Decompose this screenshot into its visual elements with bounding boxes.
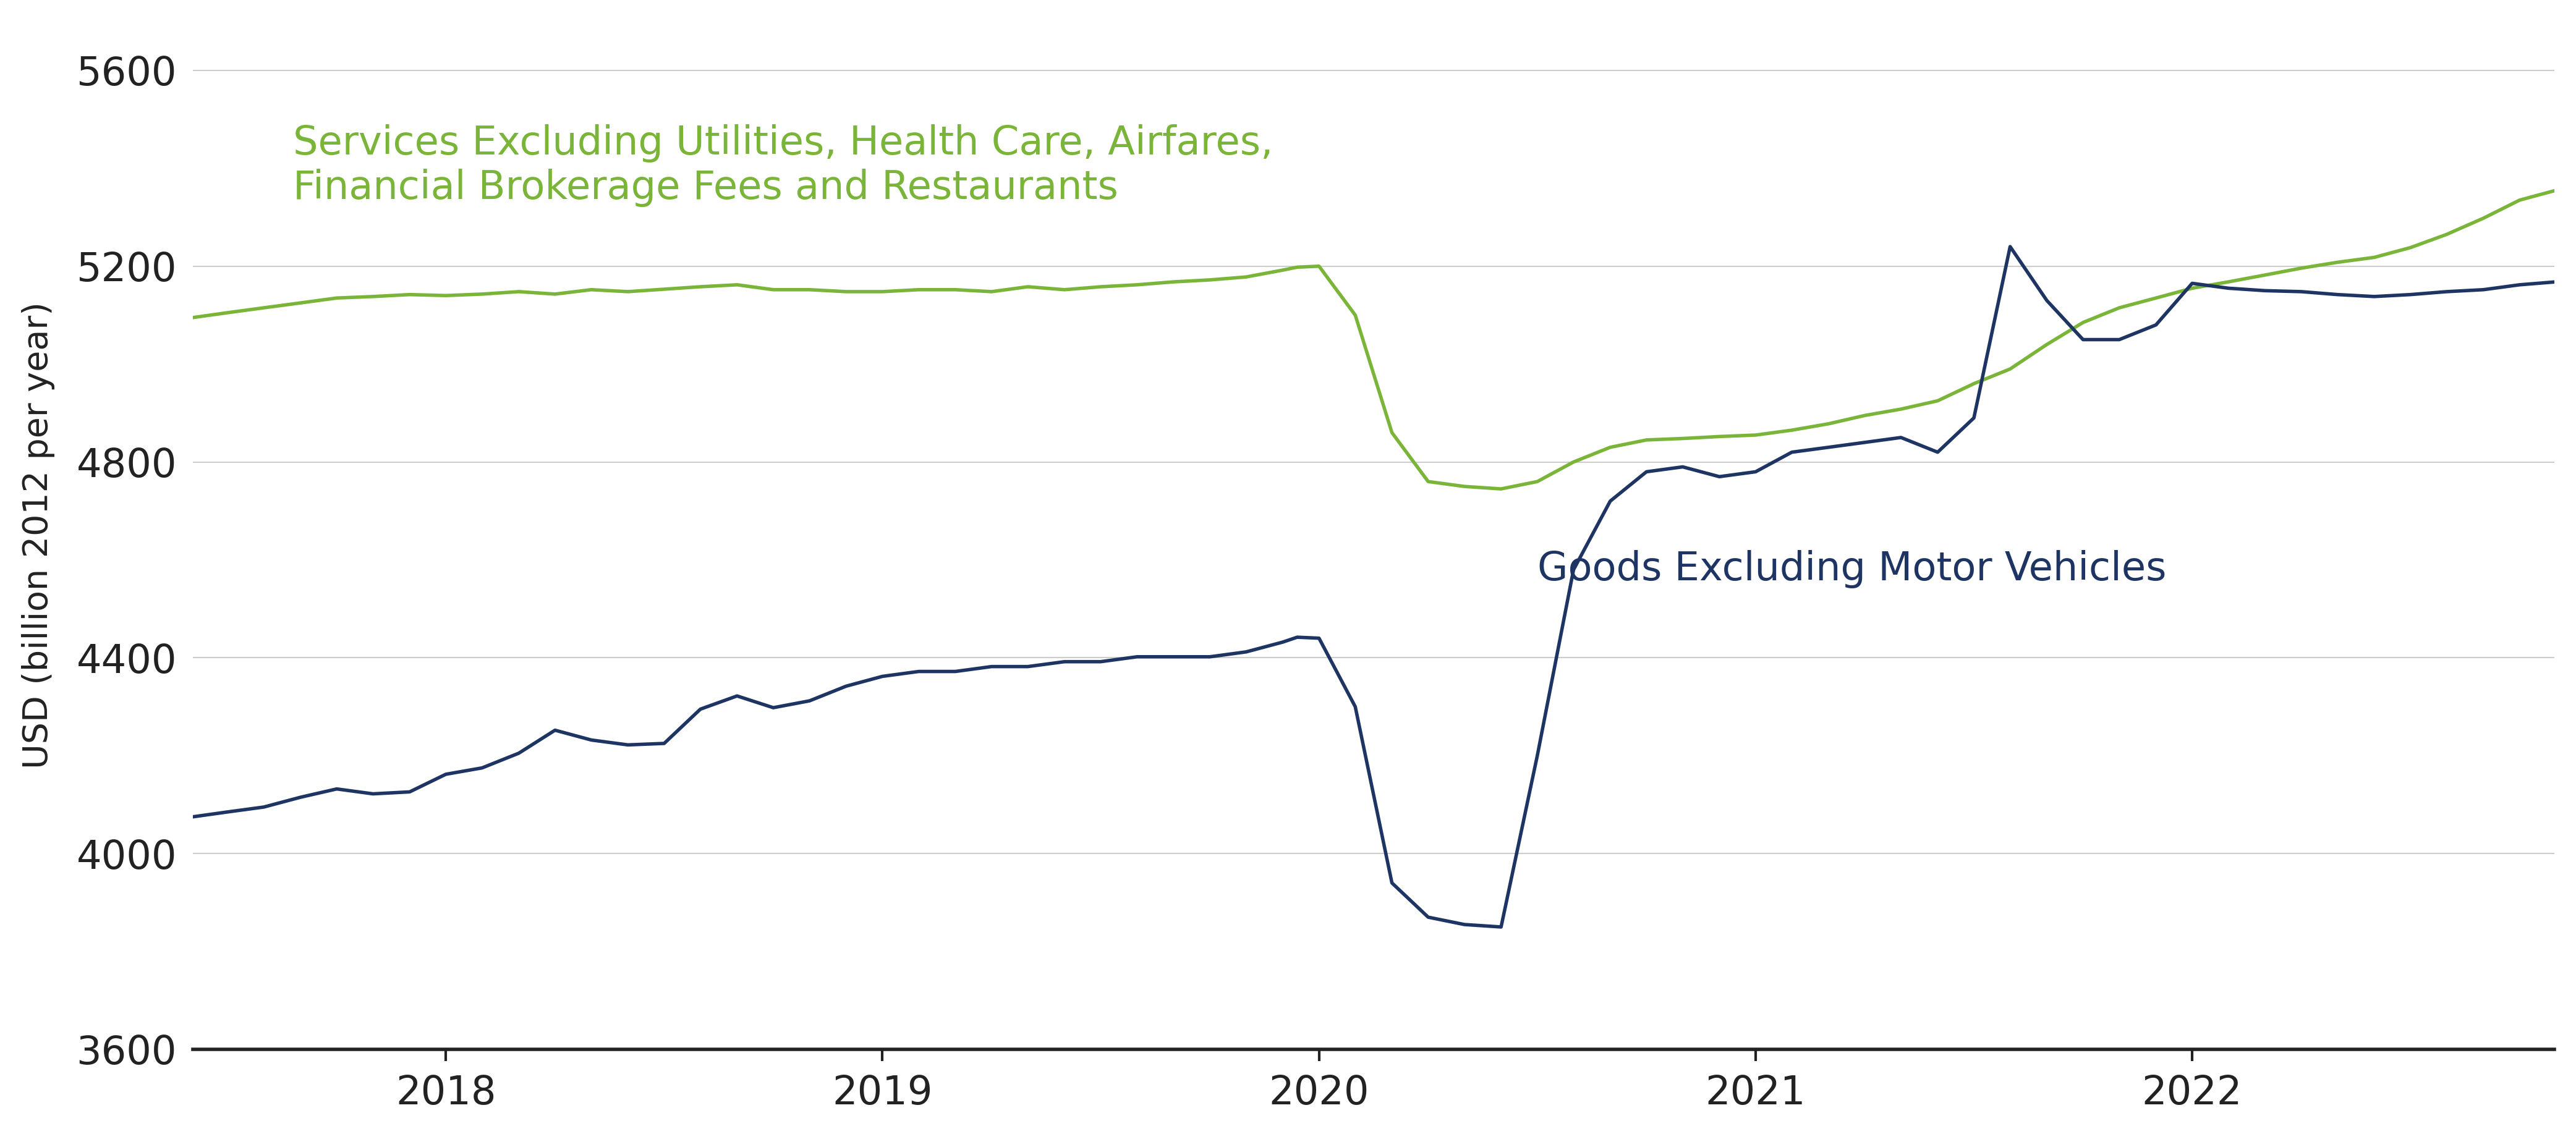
Y-axis label: USD (billion 2012 per year): USD (billion 2012 per year) — [21, 302, 54, 769]
Text: Goods Excluding Motor Vehicles: Goods Excluding Motor Vehicles — [1538, 550, 2166, 589]
Text: Services Excluding Utilities, Health Care, Airfares,
Financial Brokerage Fees an: Services Excluding Utilities, Health Car… — [294, 125, 1273, 206]
